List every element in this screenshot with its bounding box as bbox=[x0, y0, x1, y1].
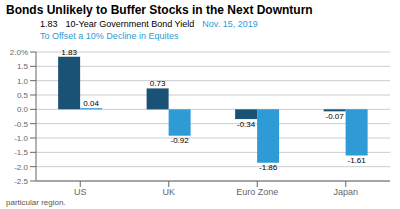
svg-text:US: US bbox=[74, 187, 87, 197]
svg-text:-1.61: -1.61 bbox=[348, 156, 367, 165]
html-text:To Offset a 10% Decline in Equ: To Offset a 10% Decline in Equites bbox=[40, 31, 179, 41]
html-text:Nov. 15, 2019: Nov. 15, 2019 bbox=[202, 19, 258, 29]
html-text:Bonds Unlikely to Buffer Stock: Bonds Unlikely to Buffer Stocks in the N… bbox=[6, 3, 313, 17]
svg-text:0.0: 0.0 bbox=[17, 105, 29, 114]
html-text:1.83: 1.83 bbox=[40, 19, 58, 29]
html-text:10-Year Government Bond Yield: 10-Year Government Bond Yield bbox=[65, 19, 195, 29]
svg-text:-2.0: -2.0 bbox=[14, 163, 28, 172]
svg-text:1.5: 1.5 bbox=[17, 62, 29, 71]
svg-text:-1.0: -1.0 bbox=[14, 134, 28, 143]
html-text:particular region.: particular region. bbox=[6, 198, 66, 207]
svg-text:Euro Zone: Euro Zone bbox=[236, 187, 278, 197]
svg-text:-2.5: -2.5 bbox=[14, 177, 28, 186]
svg-text:-0.92: -0.92 bbox=[171, 136, 190, 145]
svg-text:0.73: 0.73 bbox=[150, 79, 166, 88]
svg-text:Japan: Japan bbox=[333, 187, 358, 197]
svg-text:0.04: 0.04 bbox=[83, 99, 99, 108]
svg-text:1.0: 1.0 bbox=[17, 77, 29, 86]
svg-text:-0.34: -0.34 bbox=[237, 120, 256, 129]
svg-text:2.0%: 2.0% bbox=[10, 48, 28, 57]
svg-text:1.83: 1.83 bbox=[61, 48, 77, 57]
svg-text:-0.07: -0.07 bbox=[326, 112, 345, 121]
svg-text:-1.86: -1.86 bbox=[259, 163, 278, 172]
svg-text:UK: UK bbox=[162, 187, 175, 197]
svg-text:-1.5: -1.5 bbox=[14, 148, 28, 157]
svg-text:0.5: 0.5 bbox=[17, 91, 29, 100]
svg-text:-0.5: -0.5 bbox=[14, 120, 28, 129]
